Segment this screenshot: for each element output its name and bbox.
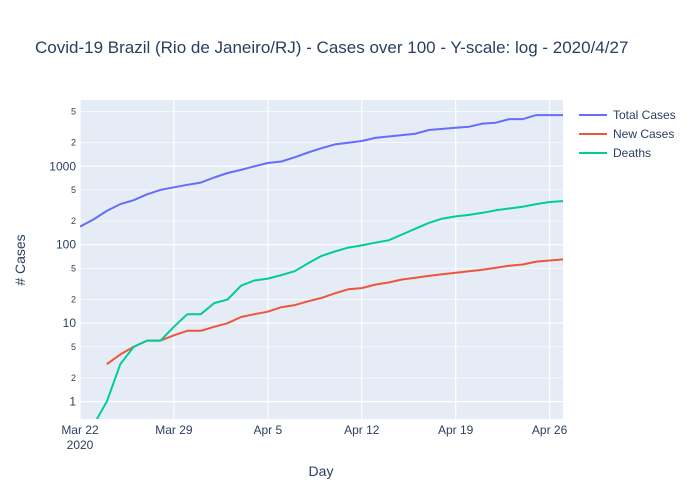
y-minor-tick-label: 2 bbox=[71, 138, 76, 148]
grid-lines bbox=[79, 100, 563, 419]
y-tick-label: 1 bbox=[69, 395, 76, 409]
total-cases-line bbox=[80, 114, 563, 228]
y-tick-label: 10 bbox=[63, 316, 77, 330]
legend: Total Cases New Cases Deaths bbox=[579, 108, 676, 160]
legend-label-total-cases: Total Cases bbox=[613, 108, 676, 122]
chart-title: Covid-19 Brazil (Rio de Janeiro/RJ) - Ca… bbox=[35, 38, 628, 57]
y-minor-tick-label: 5 bbox=[71, 342, 76, 352]
y-minor-tick-label: 2 bbox=[71, 295, 76, 305]
y-minor-tick-label: 5 bbox=[71, 263, 76, 273]
x-tick-label: Apr 19 bbox=[438, 423, 474, 437]
y-tick-label: 1000 bbox=[49, 159, 76, 173]
x-tick-label: Mar 22 bbox=[61, 423, 99, 437]
x-tick-label: Mar 29 bbox=[155, 423, 193, 437]
x-tick-label: Apr 12 bbox=[344, 423, 380, 437]
plot-area-background bbox=[80, 100, 563, 419]
x-tick-label: Apr 5 bbox=[253, 423, 282, 437]
y-minor-tick-label: 5 bbox=[71, 185, 76, 195]
y-minor-tick-label: 2 bbox=[71, 216, 76, 226]
new-cases-line bbox=[106, 258, 563, 366]
y-tick-labels: 2 5 2 5 2 5 2 5 1 10 100 1000 bbox=[49, 106, 76, 408]
legend-label-new-cases: New Cases bbox=[613, 127, 674, 141]
y-minor-tick-label: 2 bbox=[71, 373, 76, 383]
x-axis-title: Day bbox=[309, 463, 334, 479]
y-tick-label: 100 bbox=[56, 238, 76, 252]
deaths-line bbox=[95, 200, 563, 419]
x-tick-year-label: 2020 bbox=[67, 438, 94, 452]
legend-label-deaths: Deaths bbox=[613, 146, 651, 160]
y-axis-title: # Cases bbox=[12, 234, 28, 285]
y-minor-tick-label: 5 bbox=[71, 106, 76, 116]
x-tick-label: Apr 26 bbox=[532, 423, 568, 437]
series-lines bbox=[80, 114, 563, 419]
